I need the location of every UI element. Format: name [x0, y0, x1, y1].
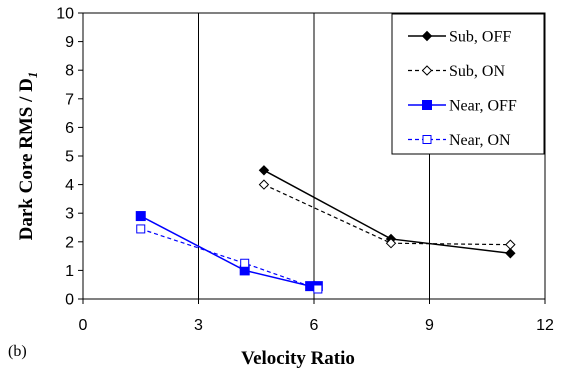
x-tick-label: 9	[425, 317, 434, 334]
y-axis-title: Dark Core RMS / D1	[16, 72, 40, 241]
legend-entry: Near, ON	[408, 132, 511, 149]
y-tick-label: 1	[65, 263, 74, 280]
legend-entry: Sub, ON	[408, 63, 505, 80]
legend-box	[391, 13, 545, 155]
x-axis-title: Velocity Ratio	[241, 348, 355, 369]
y-tick-label: 8	[65, 63, 74, 80]
y-tick-label: 3	[65, 206, 74, 223]
data-point	[258, 165, 270, 176]
legend: Sub, OFF Sub, ON Near, OFF Near, ON	[391, 13, 545, 155]
legend-label: Sub, ON	[449, 63, 505, 80]
x-tick-label: 6	[310, 317, 319, 334]
series-line	[140, 215, 318, 287]
data-point	[313, 284, 323, 294]
y-tick-label: 7	[65, 91, 74, 108]
legend-entry: Near, OFF	[408, 98, 517, 115]
legend-marker	[421, 30, 433, 42]
data-point	[135, 211, 146, 222]
y-tick-label: 2	[65, 234, 74, 251]
series-3	[136, 224, 323, 294]
data-point	[258, 179, 270, 190]
x-tick-label: 0	[79, 317, 88, 334]
series-layer	[135, 165, 516, 294]
y-tick-label: 6	[65, 120, 74, 137]
panel-label: (b)	[8, 343, 27, 360]
data-point	[136, 224, 146, 234]
data-point	[505, 239, 516, 250]
legend-marker	[422, 135, 432, 144]
data-point	[505, 248, 516, 259]
y-tick-label: 4	[65, 177, 74, 194]
series-2	[135, 211, 323, 292]
x-tick-label: 12	[536, 317, 554, 334]
legend-entry: Sub, OFF	[408, 29, 511, 46]
y-tick-label: 0	[65, 292, 74, 309]
series-line	[263, 184, 511, 246]
y-axis-title-main: Dark Core RMS / D	[16, 78, 37, 240]
legend-marker	[422, 100, 432, 110]
y-tick-label: 9	[65, 34, 74, 51]
y-tick-label: 10	[56, 6, 74, 23]
series-line	[140, 228, 319, 290]
legend-label: Near, OFF	[449, 98, 517, 115]
legend-label: Near, ON	[449, 132, 511, 149]
y-axis-title-subscript: 1	[25, 72, 40, 79]
series-1	[258, 179, 516, 250]
data-point	[385, 238, 397, 249]
legend-label: Sub, OFF	[449, 29, 511, 46]
data-point	[240, 258, 250, 268]
plot-area	[78, 12, 546, 304]
y-tick-label: 5	[65, 149, 74, 166]
x-tick-label: 3	[194, 317, 203, 334]
legend-marker	[421, 65, 433, 76]
